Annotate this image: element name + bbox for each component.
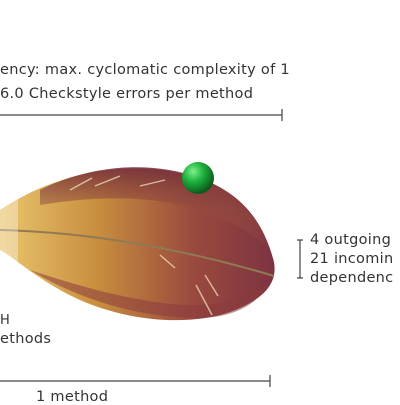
top-label-line2: 6.0 Checkstyle errors per method [0,86,254,102]
left-label-line1: H [0,313,11,328]
right-label-line2: 21 incomin [310,251,394,267]
bottom-dimension-line [0,375,271,387]
left-label-line2: ethods [0,331,52,347]
bottom-label: 1 method [36,389,109,405]
right-dimension-bracket [297,239,303,279]
feather-glyph [0,167,275,321]
top-dimension-line [0,109,283,121]
right-label-line1: 4 outgoing [310,232,392,248]
top-label-line1: ency: max. cyclomatic complexity of 1 [0,62,290,78]
status-ball [182,162,214,194]
right-label-line3: dependenc [310,270,394,286]
